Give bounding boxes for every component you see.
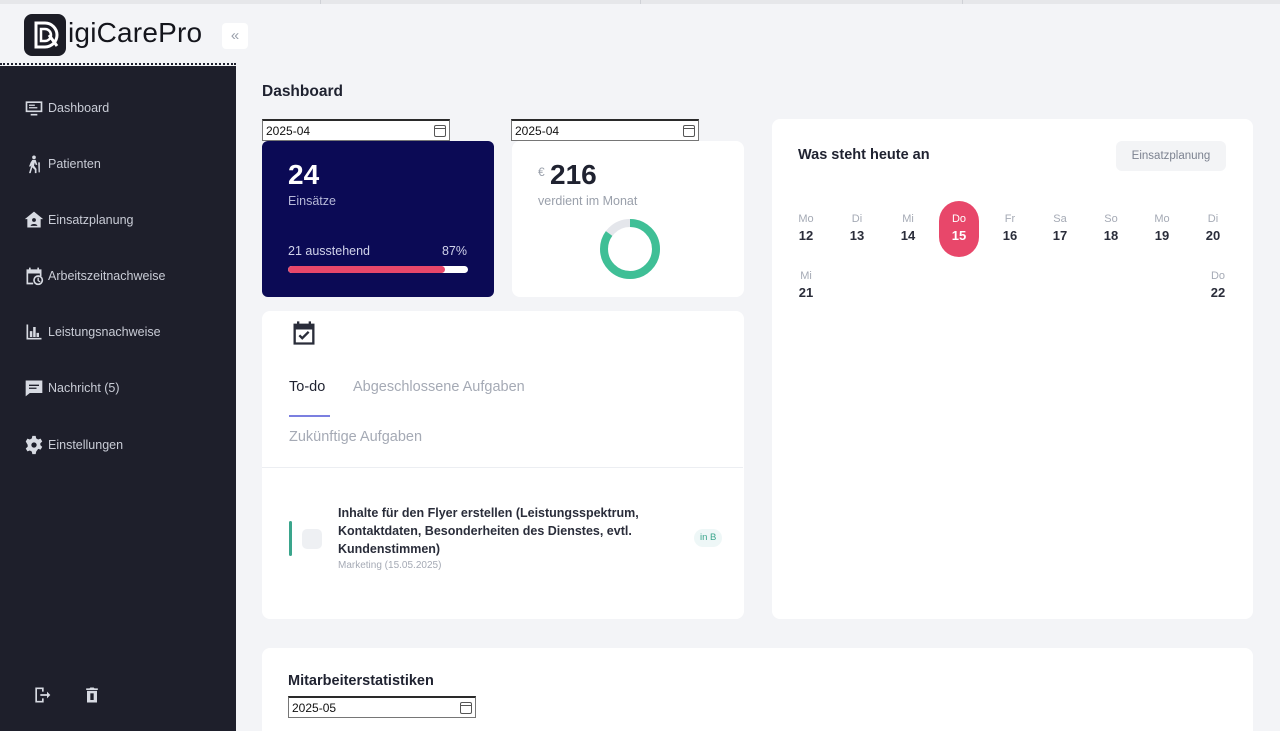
sidebar-item-patienten[interactable]: Patienten xyxy=(24,152,101,176)
sidebar-item-label: Dashboard xyxy=(48,101,110,115)
task-checkbox[interactable] xyxy=(302,529,322,549)
progress-fill xyxy=(288,266,445,273)
today-card: Was steht heute an Einsatzplanung Mo 12 D… xyxy=(772,119,1253,619)
task-meta: Marketing (15.05.2025) xyxy=(338,560,442,571)
browser-top-strip xyxy=(0,0,1280,4)
active-tab-indicator xyxy=(289,415,330,417)
tasks-card: To-do Abgeschlossene Aufgaben Zukünftige… xyxy=(262,311,744,619)
sidebar-item-label: Nachricht (5) xyxy=(48,381,120,395)
sidebar-item-arbeitszeitnachweise[interactable]: Arbeitszeitnachweise xyxy=(24,264,165,288)
day-cell[interactable]: Mi 14 xyxy=(900,213,916,243)
tab-upcoming[interactable]: Zukünftige Aufgaben xyxy=(289,429,423,445)
day-cell[interactable]: Do 22 xyxy=(1210,270,1226,300)
tab-todo[interactable]: To-do xyxy=(289,379,326,395)
sidebar-item-einstellungen[interactable]: Einstellungen xyxy=(24,433,123,457)
pending-percent: 87% xyxy=(441,244,467,258)
day-cell[interactable]: So 18 xyxy=(1103,213,1119,243)
pending-label: 21 ausstehend xyxy=(288,244,371,258)
day-cell[interactable]: Mo 12 xyxy=(798,213,814,243)
earnings-card: € 216 verdient im Monat xyxy=(512,141,744,297)
task-title[interactable]: Inhalte für den Flyer erstellen (Leistun… xyxy=(338,506,639,556)
task-status-bar xyxy=(289,521,292,556)
sidebar-item-einsatzplanung[interactable]: Einsatzplanung xyxy=(24,208,133,232)
month-filter-employee-stats[interactable]: 2025-05 xyxy=(288,696,476,718)
employee-stats-title: Mitarbeiterstatistiken xyxy=(288,673,434,689)
assignments-count: 24 xyxy=(288,159,320,190)
trash-icon xyxy=(86,687,98,703)
person-walking-icon xyxy=(29,155,40,174)
calendar-check-icon xyxy=(293,321,315,345)
month-filter-assignments[interactable]: 2025-04 xyxy=(262,119,450,141)
divider xyxy=(262,467,743,468)
sidebar-item-nachricht[interactable]: Nachricht (5) xyxy=(24,376,120,400)
bar-chart-icon xyxy=(26,324,42,340)
today-title: Was steht heute an xyxy=(798,147,930,163)
month-value: 2025-04 xyxy=(515,123,560,138)
logo-icon xyxy=(24,14,66,56)
message-icon xyxy=(25,380,43,397)
page-title: Dashboard xyxy=(262,83,343,100)
day-cell[interactable]: Di 20 xyxy=(1205,213,1221,243)
day-cell[interactable]: Sa 17 xyxy=(1052,213,1068,243)
house-user-icon xyxy=(24,211,44,228)
calendar-icon[interactable] xyxy=(683,124,695,137)
sidebar-item-label: Einstellungen xyxy=(48,438,124,452)
sidebar-item-label: Arbeitszeitnachweise xyxy=(48,269,166,283)
day-cell-today[interactable]: Do 15 xyxy=(939,201,979,257)
task-status-badge: in B xyxy=(694,529,723,547)
day-cell[interactable]: Mi 21 xyxy=(798,270,814,300)
currency-symbol: € xyxy=(538,165,545,179)
monitor-icon xyxy=(25,101,43,116)
month-value: 2025-04 xyxy=(266,123,311,138)
assignments-label: Einsätze xyxy=(288,194,336,208)
calendar-icon[interactable] xyxy=(460,701,472,714)
day-cell[interactable]: Mo 19 xyxy=(1154,213,1170,243)
sidebar-item-leistungsnachweise[interactable]: Leistungsnachweise xyxy=(24,320,161,344)
sidebar-item-label: Patienten xyxy=(48,157,101,171)
sidebar: Dashboard Patienten Einsatzplanung Arbei… xyxy=(0,66,236,731)
tab-completed[interactable]: Abgeschlossene Aufgaben xyxy=(353,379,525,395)
earned-amount: 216 xyxy=(550,159,597,190)
sidebar-item-label: Einsatzplanung xyxy=(48,213,134,227)
logout-icon xyxy=(35,687,51,703)
app-name: igiCarePro xyxy=(68,17,203,48)
logout-button[interactable] xyxy=(32,685,52,705)
pending-progress-bar xyxy=(288,266,468,273)
day-cell[interactable]: Di 13 xyxy=(849,213,865,243)
earnings-donut xyxy=(600,219,660,279)
einsatzplanung-button[interactable]: Einsatzplanung xyxy=(1116,141,1226,171)
calendar-clock-icon xyxy=(26,267,44,286)
delete-button[interactable] xyxy=(82,685,102,705)
gear-icon xyxy=(25,435,43,455)
day-cell[interactable]: Fr 16 xyxy=(1002,213,1018,243)
employee-stats-card: Mitarbeiterstatistiken 2025-05 xyxy=(262,648,1253,731)
sidebar-item-dashboard[interactable]: Dashboard xyxy=(24,96,109,120)
month-value: 2025-05 xyxy=(292,700,337,715)
sidebar-item-label: Leistungsnachweise xyxy=(48,325,161,339)
logo-header: igiCarePro « xyxy=(0,4,248,65)
calendar-icon[interactable] xyxy=(434,124,446,137)
month-filter-earnings[interactable]: 2025-04 xyxy=(511,119,699,141)
collapse-sidebar-button[interactable]: « xyxy=(222,23,248,49)
earned-label: verdient im Monat xyxy=(538,194,638,208)
assignments-card: 24 Einsätze 21 ausstehend 87% xyxy=(262,141,494,297)
